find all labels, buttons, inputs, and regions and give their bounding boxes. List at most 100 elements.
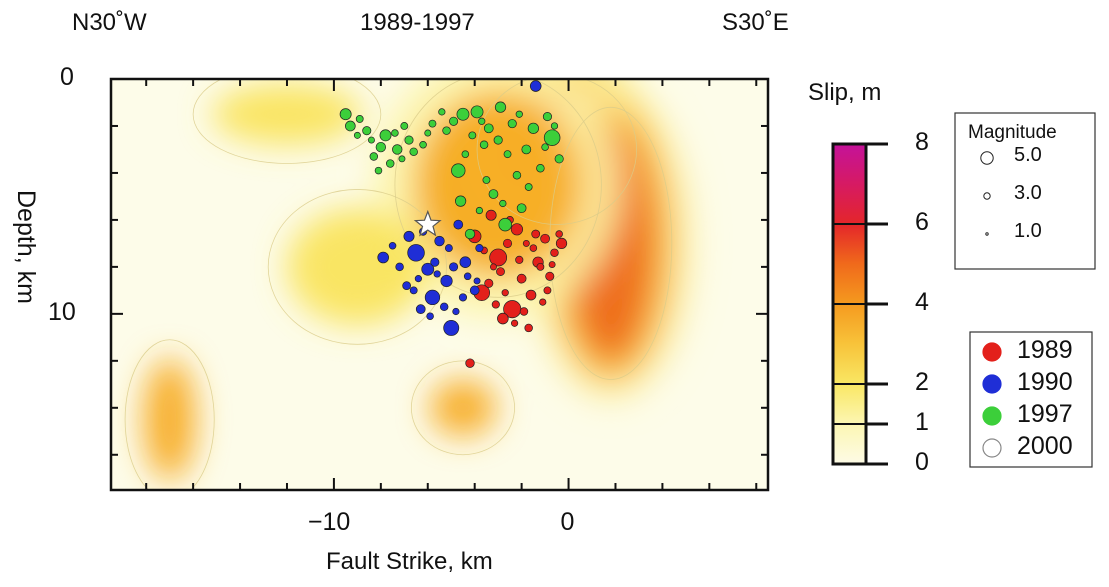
year-legend-label: 1990 <box>1017 368 1073 396</box>
event-1990 <box>430 257 440 267</box>
slip-field <box>111 79 768 490</box>
event-1997 <box>464 228 476 240</box>
event-1989 <box>555 230 563 238</box>
event-1997 <box>493 135 503 145</box>
event-1990 <box>403 230 415 242</box>
event-1997 <box>428 119 437 128</box>
event-1989 <box>496 267 505 276</box>
event-1989 <box>531 229 541 239</box>
event-1990 <box>529 80 542 92</box>
event-1997 <box>400 122 409 130</box>
event-1990 <box>434 235 445 247</box>
event-1997 <box>398 155 406 163</box>
event-1997 <box>367 136 375 144</box>
event-1997 <box>482 176 491 184</box>
event-1989 <box>497 312 509 325</box>
event-1990 <box>475 244 484 253</box>
y-tick-label: 0 <box>60 63 74 91</box>
event-1997 <box>543 129 561 146</box>
event-1990 <box>395 262 404 272</box>
event-1989 <box>548 261 556 268</box>
magnitude-legend-label: 3.0 <box>1014 182 1042 204</box>
mainshock-star-icon <box>413 209 442 237</box>
slip-contour-lines <box>124 79 673 490</box>
event-1997 <box>339 108 352 121</box>
event-1989 <box>489 248 508 267</box>
event-1989 <box>529 244 538 252</box>
event-1997 <box>527 122 539 134</box>
event-1990 <box>444 244 453 253</box>
event-1997 <box>483 123 494 134</box>
event-1997 <box>494 101 507 113</box>
magnitude-legend-label: 5.0 <box>1014 144 1042 166</box>
slip-contour <box>476 79 637 225</box>
event-1997 <box>385 159 395 168</box>
slip-colorbar <box>831 142 888 466</box>
slip-contour <box>394 79 602 298</box>
event-1989 <box>539 298 547 306</box>
event-1997 <box>468 131 477 140</box>
x-tick-label: −10 <box>307 508 351 536</box>
event-1997 <box>516 203 527 214</box>
axis-ticks <box>111 78 768 490</box>
event-1990 <box>415 304 426 315</box>
event-1997 <box>479 140 489 149</box>
event-1997 <box>507 119 517 129</box>
event-1997 <box>438 108 446 116</box>
event-1990 <box>473 277 481 285</box>
event-1990 <box>424 289 441 306</box>
event-1997 <box>409 147 418 157</box>
colorbar-tick-label: 2 <box>915 368 929 396</box>
event-1990 <box>463 272 472 281</box>
event-1990 <box>421 262 435 276</box>
event-1990 <box>407 244 425 262</box>
event-1997 <box>541 143 549 151</box>
event-1989 <box>484 278 494 288</box>
event-1989 <box>485 209 497 221</box>
event-1990 <box>414 275 422 283</box>
event-1997 <box>369 152 379 161</box>
event-1997 <box>478 117 486 125</box>
plot-frame <box>109 77 770 492</box>
event-1997 <box>503 150 512 159</box>
event-1989 <box>510 223 524 236</box>
event-1990 <box>458 293 468 302</box>
colorbar-tick-label: 8 <box>915 128 929 156</box>
event-1997 <box>550 122 559 130</box>
event-1990 <box>426 312 434 320</box>
event-1989 <box>545 271 555 281</box>
event-1997 <box>391 129 399 137</box>
magnitude-legend-marker <box>980 151 994 165</box>
slip-contour <box>192 79 382 164</box>
event-1989 <box>524 323 533 333</box>
x-axis-label: Fault Strike, km <box>326 548 493 575</box>
y-axis-label: Depth, km <box>12 190 40 304</box>
slip-contour <box>267 189 447 345</box>
event-1997 <box>536 164 545 173</box>
event-1997 <box>498 217 512 232</box>
year-legend-label: 1989 <box>1017 336 1073 364</box>
event-1997 <box>362 126 372 136</box>
magnitude-legend-title: Magnitude <box>968 122 1057 143</box>
event-1989 <box>522 239 530 247</box>
colorbar-tick-label: 4 <box>915 288 929 316</box>
event-1990 <box>409 286 418 295</box>
event-1997 <box>404 135 414 145</box>
event-1997 <box>521 144 532 155</box>
event-1997 <box>554 154 564 164</box>
year-legend-label: 2000 <box>1017 432 1073 460</box>
left-direction-label: N30˚W <box>72 9 147 36</box>
event-1989 <box>516 273 527 284</box>
year-legend-marker <box>982 406 1002 426</box>
y-tick-label: 10 <box>48 297 76 326</box>
event-1990 <box>440 274 453 288</box>
event-1997 <box>461 150 470 158</box>
event-1997 <box>375 141 386 153</box>
slip-contour <box>410 360 515 456</box>
slip-patch <box>211 83 363 145</box>
event-1990 <box>388 241 397 250</box>
colorbar-label: Slip, m <box>808 79 882 106</box>
event-1990 <box>459 256 472 268</box>
event-1997 <box>345 120 356 132</box>
